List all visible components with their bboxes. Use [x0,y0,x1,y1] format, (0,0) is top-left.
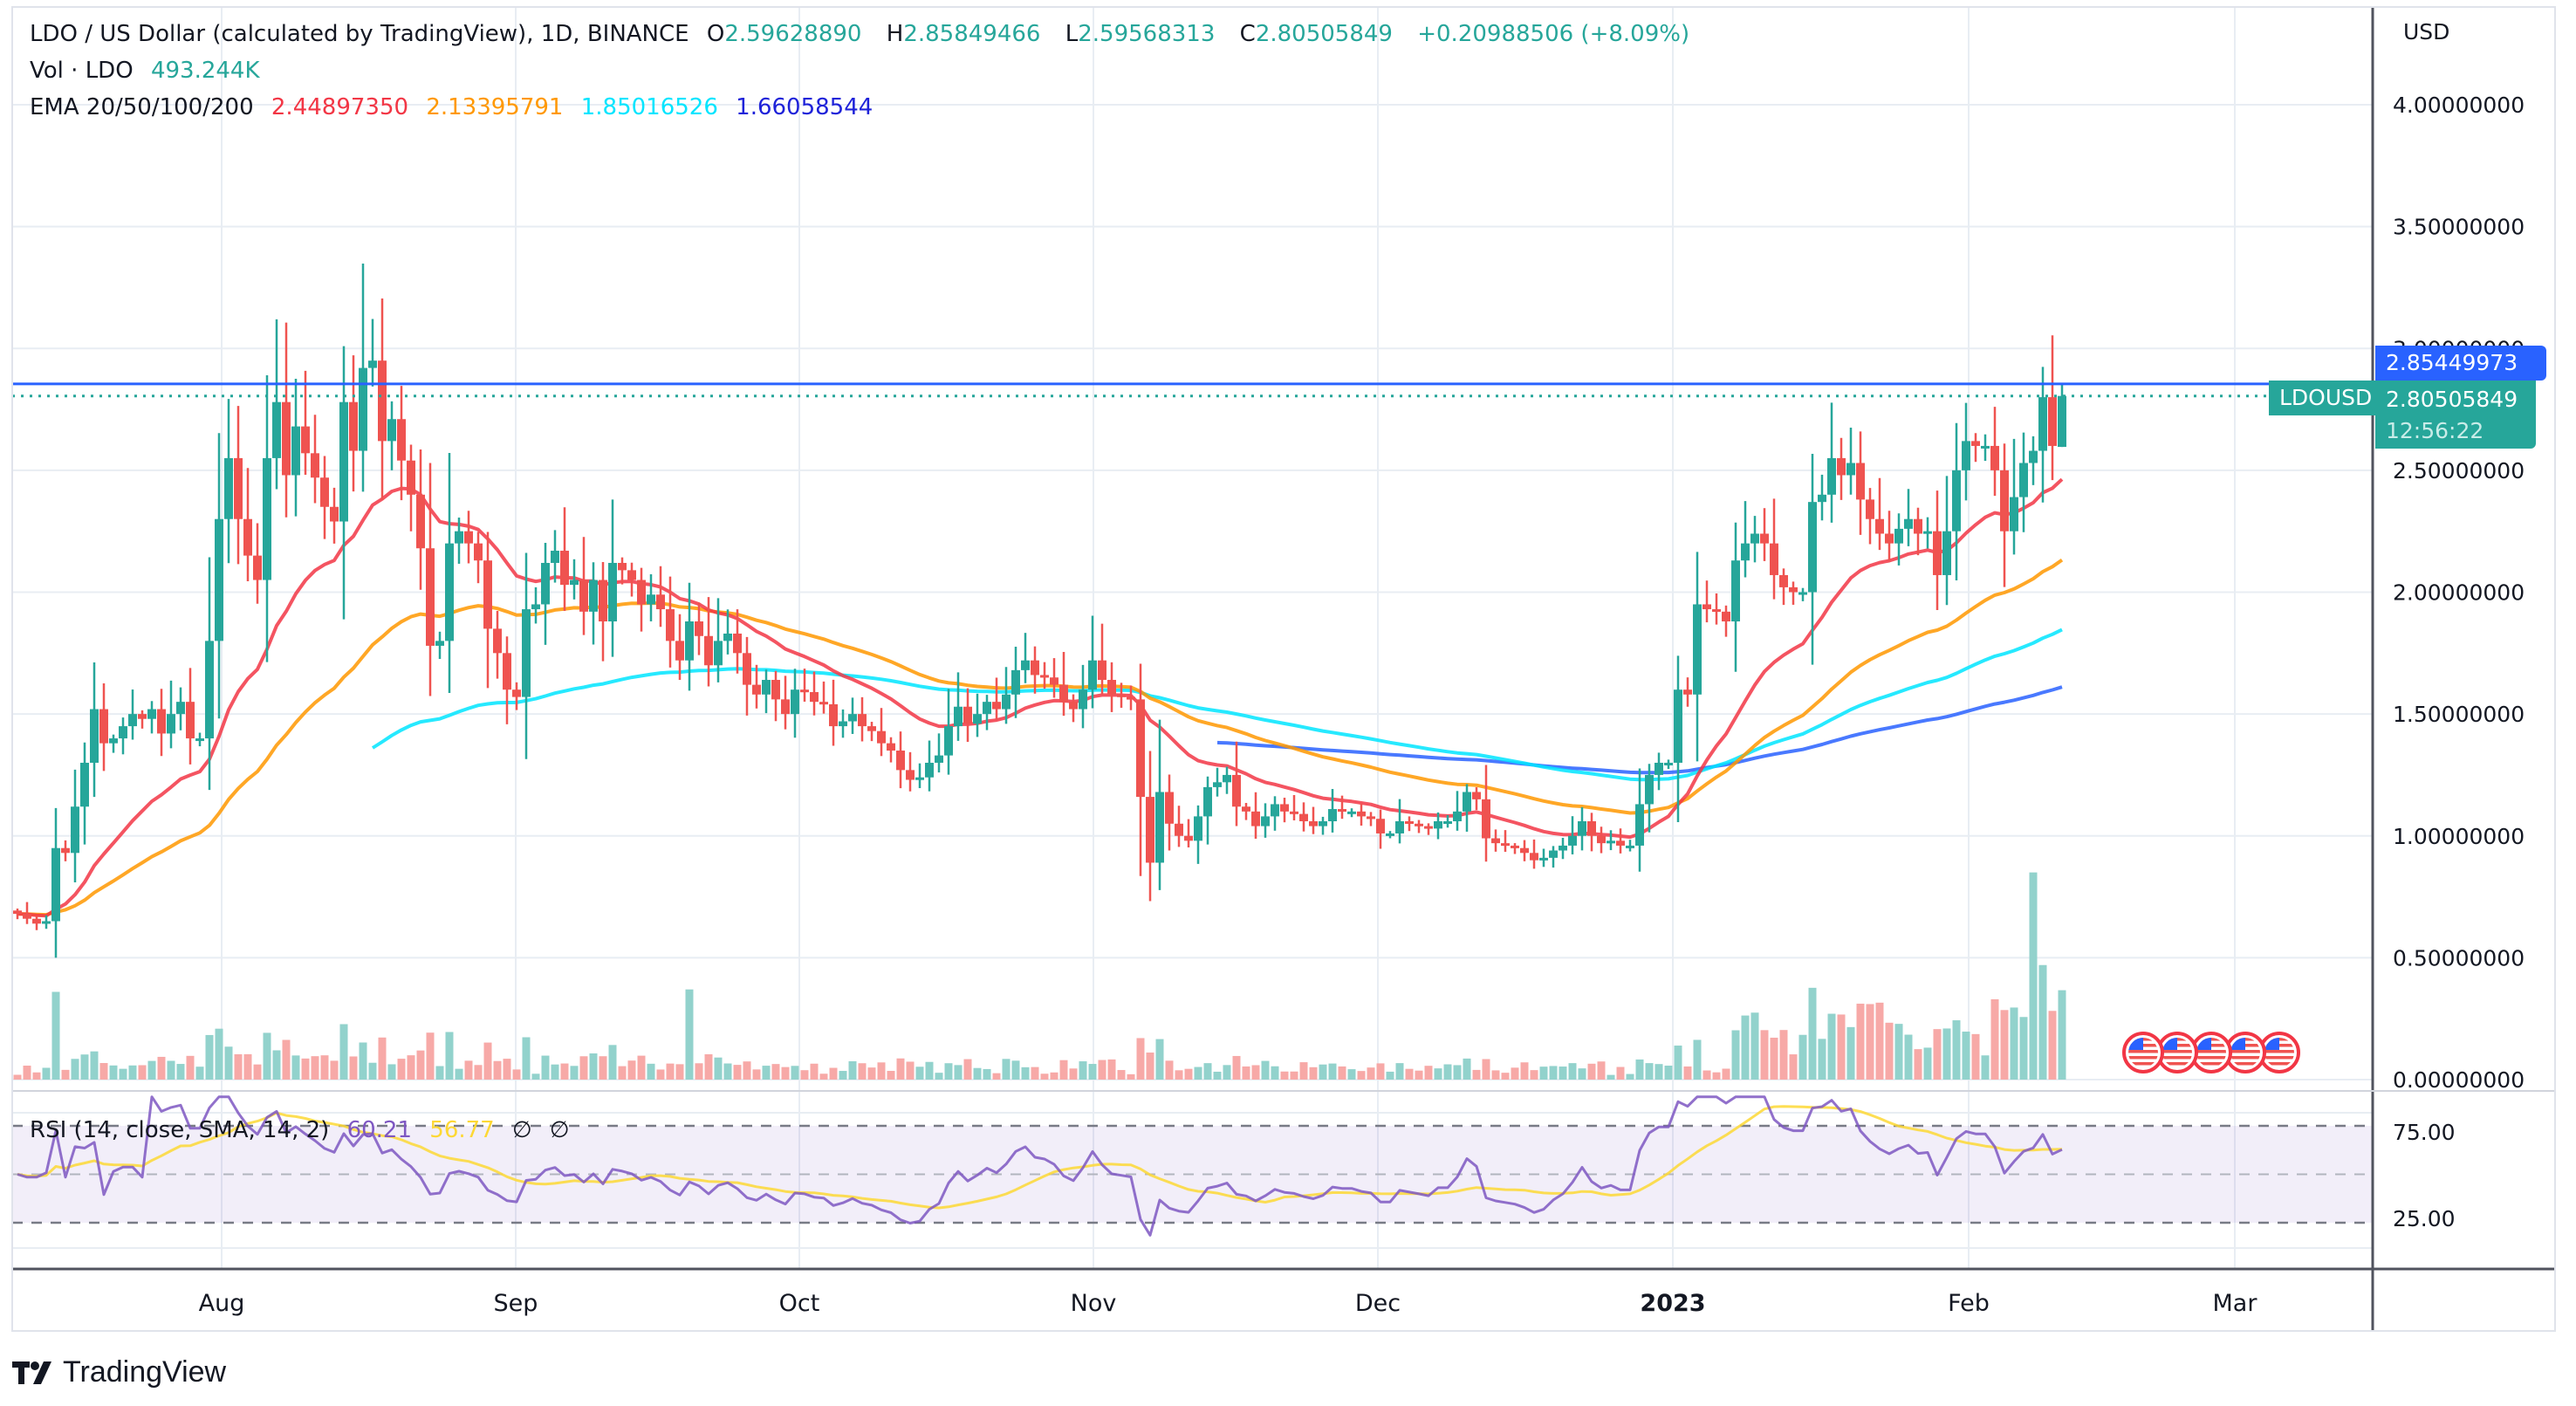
time-axis-label: Dec [1355,1290,1401,1317]
price-axis-currency: USD [2403,19,2449,45]
price-axis-tick: 1.00000000 [2393,824,2525,849]
tradingview-brand[interactable]: TradingView [12,1355,226,1389]
volume-value: 493.244K [150,58,260,84]
ema20-value: 2.44897350 [271,94,409,120]
rsi-legend: RSI (14, close, SMA, 14, 2) 60.21 56.77 … [30,1115,580,1145]
price-axis-tick: 0.00000000 [2393,1067,2525,1093]
time-axis-label: Sep [494,1290,538,1317]
time-axis-label: Nov [1071,1290,1117,1317]
tradingview-logo-icon [12,1360,56,1386]
close-value: 2.80505849 [1255,21,1393,47]
ema200-value: 1.66058544 [736,94,874,120]
high-value: 2.85849466 [903,21,1041,47]
ema-legend: EMA 20/50/100/200 2.44897350 2.13395791 … [30,93,883,122]
candlesticks [13,263,2066,958]
rsi-pane [12,1095,2373,1237]
ema50-value: 2.13395791 [426,94,564,120]
price-axis-tick: 1.50000000 [2393,702,2525,727]
volume-bars [13,872,2066,1080]
high-line-price-tag: 2.85449973 [2375,346,2546,381]
price-axis-tick: 2.00000000 [2393,580,2525,606]
countdown-timer: 12:56:22 [2386,418,2484,443]
symbol-tag[interactable]: LDOUSD [2269,381,2383,415]
time-axis-label: Aug [199,1290,245,1317]
rsi-sma-value: 56.77 [429,1117,495,1143]
symbol-legend: LDO / US Dollar (calculated by TradingVi… [30,21,1690,47]
volume-legend: Vol · LDO 493.244K [30,56,271,86]
time-axis-label: 2023 [1640,1290,1705,1317]
open-value: 2.59628890 [724,21,862,47]
axes: USD4.000000003.500000003.000000002.50000… [11,6,2556,1332]
volume-label[interactable]: Vol · LDO [30,58,134,84]
low-value: 2.59568313 [1078,21,1216,47]
ema-label[interactable]: EMA 20/50/100/200 [30,94,254,120]
change-value: +0.20988506 (+8.09%) [1417,21,1690,47]
price-axis-tick: 3.50000000 [2393,215,2525,240]
price-axis-tick: 4.00000000 [2393,93,2525,118]
time-axis-label: Mar [2213,1290,2258,1317]
price-lines [12,382,2373,398]
rsi-extra-2: ∅ [549,1117,570,1143]
last-price-value: 2.80505849 [2386,387,2518,412]
us-flag-event-icon[interactable] [2224,1032,2266,1073]
ema100-value: 1.85016526 [580,94,718,120]
grid-lines [12,7,2373,1269]
rsi-label[interactable]: RSI (14, close, SMA, 14, 2) [30,1117,330,1143]
price-axis-tick: 0.50000000 [2393,945,2525,970]
time-axis-label: Oct [779,1290,820,1317]
brand-name: TradingView [63,1355,227,1389]
us-flag-event-icon[interactable] [2122,1032,2164,1073]
price-axis-tick: 2.50000000 [2393,458,2525,484]
rsi-axis-tick: 25.00 [2393,1206,2456,1231]
rsi-extra-1: ∅ [511,1117,532,1143]
rsi-value: 60.21 [346,1117,413,1143]
rsi-axis-tick: 75.00 [2393,1120,2456,1145]
time-axis-label: Feb [1948,1290,1990,1317]
economic-events[interactable] [2122,1032,2300,1073]
last-price-tag: 2.80505849 12:56:22 [2375,381,2536,449]
symbol-title[interactable]: LDO / US Dollar (calculated by TradingVi… [30,21,689,47]
